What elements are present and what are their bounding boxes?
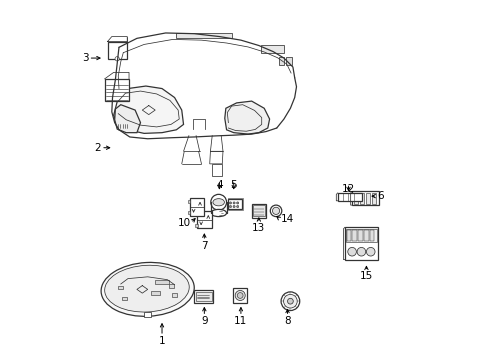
Bar — [363, 230, 368, 240]
Bar — [371, 193, 376, 204]
Bar — [344, 227, 377, 260]
Bar — [107, 41, 127, 59]
Bar — [251, 204, 265, 218]
Ellipse shape — [229, 206, 231, 208]
Bar — [172, 293, 177, 297]
Text: 3: 3 — [81, 53, 88, 63]
Ellipse shape — [237, 293, 243, 298]
Bar — [228, 199, 242, 210]
Ellipse shape — [281, 292, 299, 311]
Bar — [278, 57, 284, 65]
Bar — [369, 230, 373, 240]
Bar — [211, 164, 222, 176]
Ellipse shape — [233, 202, 235, 204]
Ellipse shape — [283, 294, 297, 308]
Ellipse shape — [366, 247, 374, 256]
Bar — [352, 230, 356, 240]
Bar — [233, 288, 247, 303]
Text: 6: 6 — [376, 191, 383, 201]
Bar — [197, 211, 212, 228]
Bar — [176, 33, 231, 38]
Bar — [351, 192, 378, 205]
Bar — [253, 206, 264, 216]
Bar — [144, 312, 150, 317]
Ellipse shape — [235, 291, 244, 301]
Bar — [346, 230, 351, 240]
Bar — [195, 213, 198, 216]
Ellipse shape — [270, 205, 281, 217]
Polygon shape — [224, 101, 269, 134]
Ellipse shape — [236, 202, 238, 204]
Ellipse shape — [356, 247, 365, 256]
Bar — [227, 198, 242, 210]
Ellipse shape — [101, 262, 194, 316]
Bar — [337, 193, 362, 201]
Text: 14: 14 — [280, 215, 293, 224]
Ellipse shape — [347, 247, 356, 256]
Bar — [155, 280, 169, 284]
Bar — [169, 284, 174, 288]
Bar — [104, 79, 129, 101]
Bar — [151, 291, 160, 295]
Bar — [365, 193, 369, 204]
Text: 13: 13 — [252, 223, 265, 233]
Ellipse shape — [104, 265, 189, 312]
Polygon shape — [113, 86, 183, 134]
Text: 2: 2 — [94, 143, 101, 153]
Text: 9: 9 — [201, 316, 207, 326]
Bar — [118, 286, 123, 289]
Text: 8: 8 — [284, 316, 290, 326]
Bar — [187, 211, 190, 214]
Polygon shape — [115, 105, 140, 133]
Bar — [194, 291, 212, 303]
Bar — [346, 229, 376, 242]
Bar — [122, 297, 126, 300]
Bar — [357, 230, 362, 240]
Ellipse shape — [115, 57, 119, 61]
Ellipse shape — [287, 298, 293, 304]
Ellipse shape — [210, 210, 226, 217]
Bar — [260, 45, 284, 53]
Bar — [195, 292, 211, 301]
Bar — [286, 57, 292, 65]
Text: 4: 4 — [216, 180, 222, 190]
Bar — [189, 198, 203, 216]
Ellipse shape — [272, 207, 279, 215]
Text: 5: 5 — [230, 180, 237, 190]
Bar — [353, 193, 357, 204]
Ellipse shape — [210, 194, 226, 210]
Ellipse shape — [212, 199, 224, 206]
Bar — [187, 200, 190, 203]
Text: 15: 15 — [359, 271, 372, 282]
Bar — [359, 193, 364, 204]
Text: 11: 11 — [234, 316, 247, 326]
Text: 7: 7 — [201, 241, 207, 251]
Ellipse shape — [229, 202, 231, 204]
Bar — [195, 224, 198, 226]
Text: 10: 10 — [177, 218, 190, 228]
Ellipse shape — [236, 206, 238, 208]
Ellipse shape — [233, 206, 235, 208]
Polygon shape — [209, 151, 223, 164]
Text: 1: 1 — [159, 336, 165, 346]
Text: 12: 12 — [341, 184, 354, 194]
